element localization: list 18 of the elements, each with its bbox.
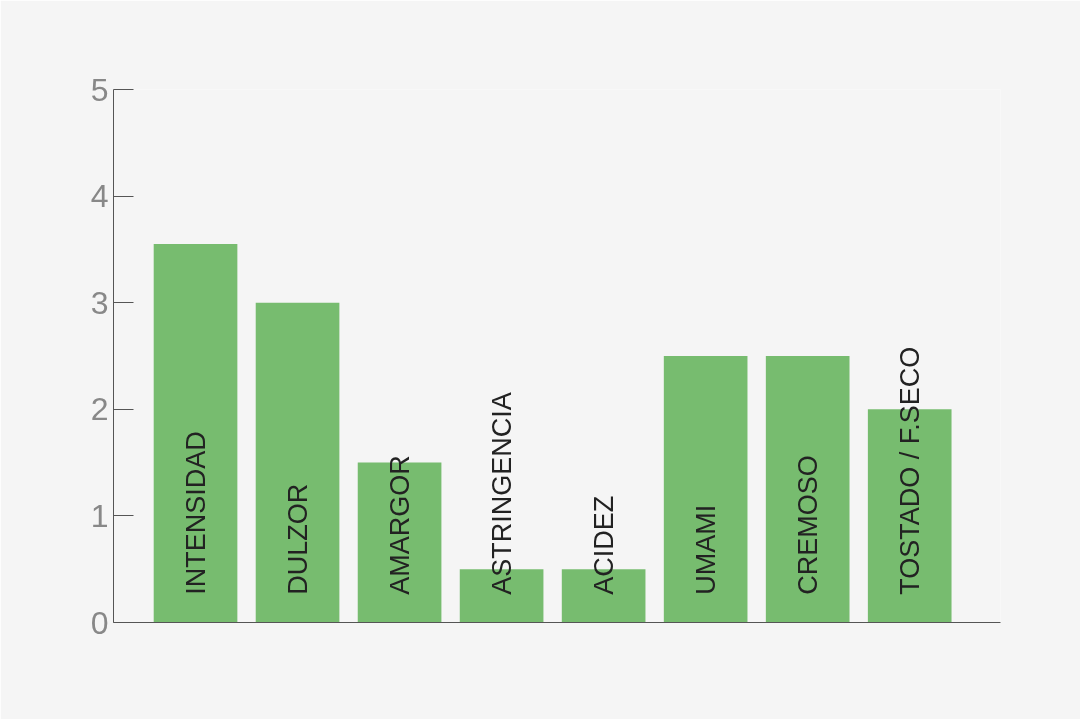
x-tick-label: ASTRINGENCIA: [486, 392, 517, 595]
bar: [765, 356, 850, 623]
y-tick-label: 1: [90, 497, 109, 534]
y-tick-label: 5: [90, 71, 109, 108]
x-tick-label: UMAMI: [690, 504, 721, 595]
bar: [663, 356, 748, 623]
y-tick-label: 2: [90, 391, 109, 428]
y-tick-label: 0: [90, 604, 109, 641]
x-tick-label: CREMOSO: [792, 455, 823, 595]
x-tick-label: ACIDEZ: [588, 495, 619, 595]
x-tick-label: TOSTADO / F.SECO: [894, 346, 925, 595]
x-tick-label: DULZOR: [282, 483, 313, 595]
y-tick-label: 3: [90, 284, 109, 321]
bar: [255, 302, 340, 623]
bar: [153, 244, 238, 623]
x-tick-label: AMARGOR: [384, 455, 415, 595]
y-tick-label: 4: [90, 178, 109, 215]
x-tick-label: INTENSIDAD: [180, 431, 211, 595]
